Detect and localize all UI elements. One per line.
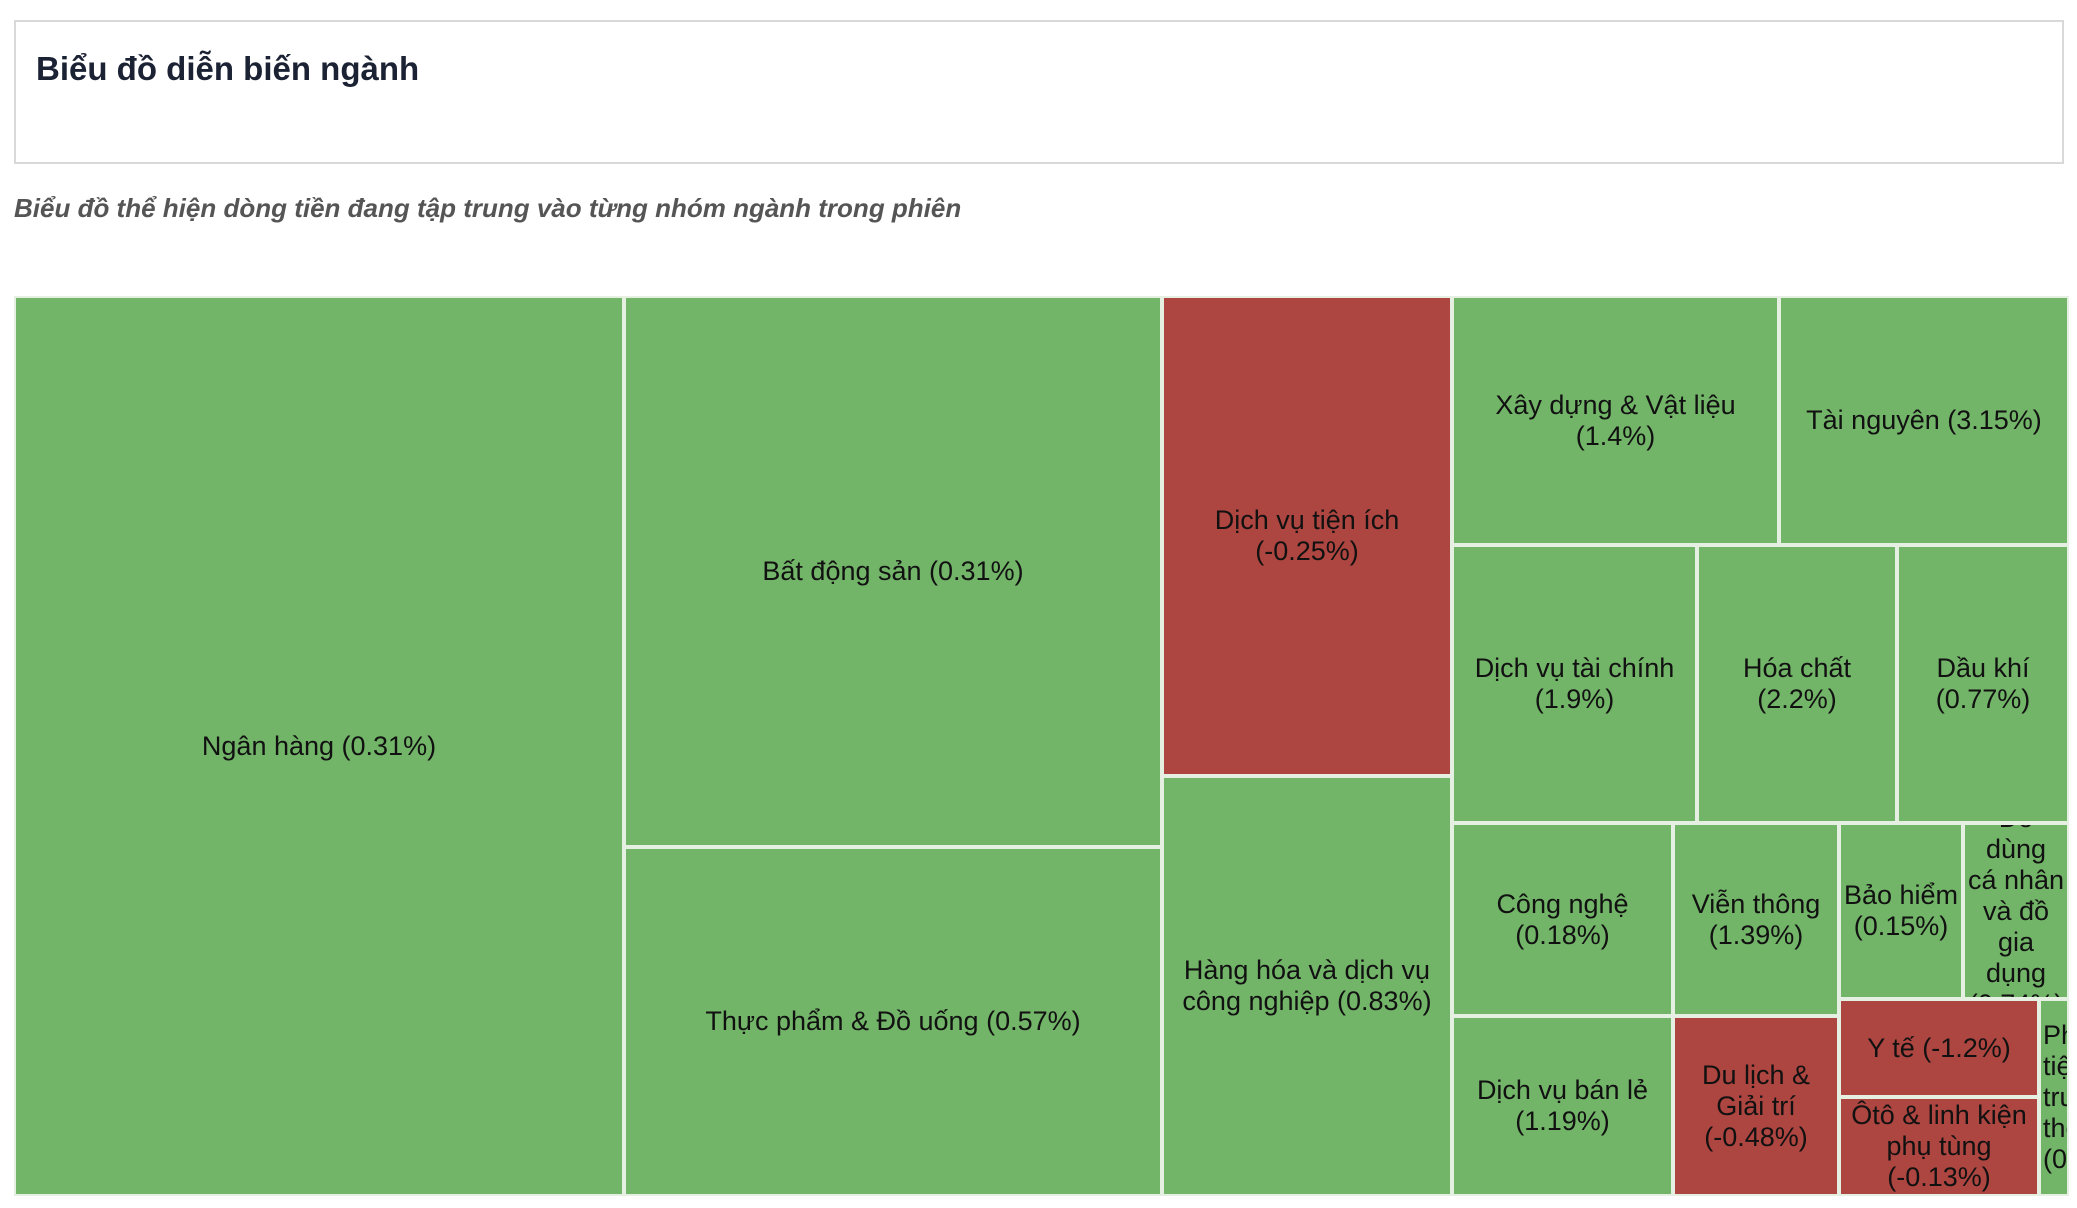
- treemap-tile-label: Thực phẩm & Đồ uống (0.57%): [705, 1006, 1081, 1036]
- treemap-tile-label: Xây dựng & Vật liệu (1.4%): [1495, 389, 1736, 451]
- treemap-tile-label: Ngân hàng (0.31%): [201, 730, 437, 761]
- treemap-tile-tai-nguyen[interactable]: Tài nguyên (3.15%): [1779, 296, 2069, 545]
- treemap-tile-label: Ôtô & linh kiện phụ tùng (-0.13%): [1851, 1100, 2027, 1192]
- treemap-tile-dich-vu-tien-ich[interactable]: Dịch vụ tiện ích (-0.25%): [1162, 296, 1452, 776]
- treemap-tile-vien-thong[interactable]: Viễn thông (1.39%): [1673, 823, 1839, 1016]
- treemap-tile-label: Bất động sản (0.31%): [762, 556, 1024, 586]
- treemap-tile-label: Phư tiện truy thôn (0.1: [2043, 1020, 2068, 1174]
- treemap-tile-label: Dịch vụ bán lẻ (1.19%): [1476, 1075, 1649, 1136]
- treemap-tile-y-te[interactable]: Y tế (-1.2%): [1839, 999, 2039, 1097]
- sector-treemap: Ngân hàng (0.31%) Bất động sản (0.31%) Thự…: [14, 296, 2069, 1196]
- treemap-tile-xay-dung-vat-lieu[interactable]: Xây dựng & Vật liệu (1.4%): [1452, 296, 1779, 545]
- treemap-tile-label: Dịch vụ tiện ích (-0.25%): [1214, 505, 1400, 566]
- treemap-tile-cong-nghe[interactable]: Công nghệ (0.18%): [1452, 823, 1673, 1016]
- treemap-tile-thuc-pham-do-uong[interactable]: Thực phẩm & Đồ uống (0.57%): [624, 847, 1162, 1196]
- treemap-tile-bao-hiem[interactable]: Bảo hiểm (0.15%): [1839, 823, 1963, 999]
- treemap-tile-label: Công nghệ (0.18%): [1496, 888, 1629, 950]
- treemap-tile-label: Tài nguyên (3.15%): [1806, 405, 2042, 435]
- treemap-tile-dich-vu-tai-chinh[interactable]: Dịch vụ tài chính (1.9%): [1452, 545, 1697, 823]
- treemap-tile-label: Hóa chất (2.2%): [1742, 653, 1852, 714]
- treemap-tile-oto-linh-kien-phu-tung[interactable]: Ôtô & linh kiện phụ tùng (-0.13%): [1839, 1097, 2039, 1196]
- treemap-tile-label: Bảo hiểm (0.15%): [1843, 880, 1959, 941]
- treemap-tile-dich-vu-ban-le[interactable]: Dịch vụ bán lẻ (1.19%): [1452, 1016, 1673, 1196]
- treemap-tile-ngan-hang[interactable]: Ngân hàng (0.31%): [14, 296, 624, 1196]
- treemap-tile-hang-hoa-va-dich-vu-cong-nghiep[interactable]: Hàng hóa và dịch vụ công nghiệp (0.83%): [1162, 776, 1452, 1196]
- treemap-tile-label: Viễn thông (1.39%): [1691, 888, 1821, 950]
- chart-subtitle: Biểu đồ thể hiện dòng tiền đang tập trun…: [14, 193, 962, 223]
- treemap-tile-du-lich-giai-tri[interactable]: Du lịch & Giải trí (-0.48%): [1673, 1016, 1839, 1196]
- treemap-tile-do-dung-ca-nhan-va-do-gia-dung[interactable]: Đồ dùng cá nhân và đồ gia dụng (0.74%): [1963, 823, 2069, 999]
- treemap-tile-dau-khi[interactable]: Dầu khí (0.77%): [1897, 545, 2069, 823]
- treemap-tile-phuong-tien-truyen-thong[interactable]: Phư tiện truy thôn (0.1: [2039, 999, 2069, 1196]
- chart-header-box: [14, 20, 2064, 164]
- treemap-tile-label: Du lịch & Giải trí (-0.48%): [1701, 1059, 1811, 1152]
- treemap-tile-bat-dong-san[interactable]: Bất động sản (0.31%): [624, 296, 1162, 847]
- treemap-tile-label: Dầu khí (0.77%): [1935, 653, 2031, 714]
- treemap-tile-label: Dịch vụ tài chính (1.9%): [1474, 653, 1675, 714]
- page-title: Biểu đồ diễn biến ngành: [36, 50, 420, 87]
- treemap-tile-label: Đồ dùng cá nhân và đồ gia dụng (0.74%): [1967, 825, 2065, 997]
- treemap-tile-hoa-chat[interactable]: Hóa chất (2.2%): [1697, 545, 1897, 823]
- treemap-tile-label: Hàng hóa và dịch vụ công nghiệp (0.83%): [1182, 955, 1432, 1016]
- treemap-tile-label: Y tế (-1.2%): [1867, 1032, 2011, 1063]
